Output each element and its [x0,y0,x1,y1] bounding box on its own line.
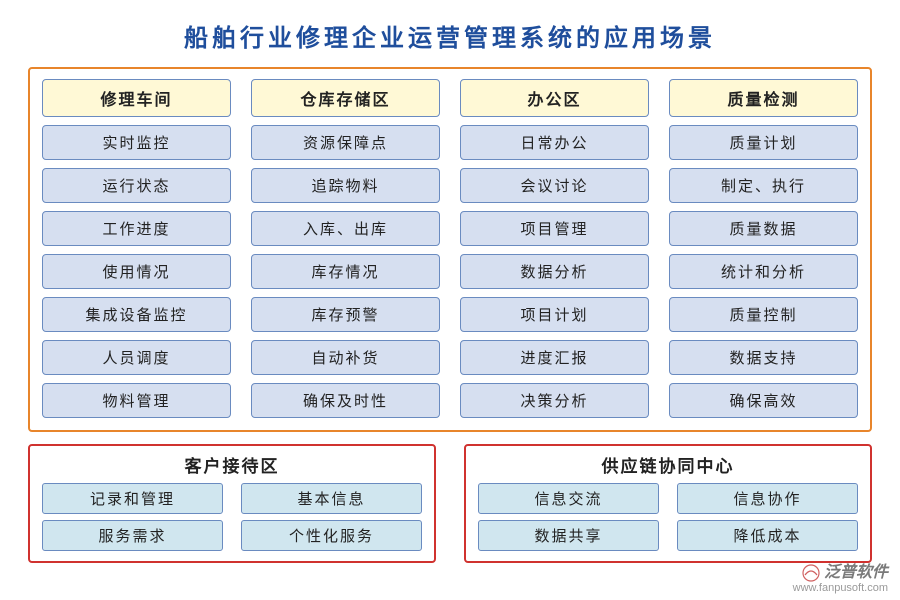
cell: 质量数据 [669,211,858,246]
cell: 项目管理 [460,211,649,246]
column-header: 仓库存储区 [251,79,440,117]
column-header: 质量检测 [669,79,858,117]
cell: 数据共享 [478,520,659,551]
cell: 进度汇报 [460,340,649,375]
column-0: 修理车间 实时监控 运行状态 工作进度 使用情况 集成设备监控 人员调度 物料管… [42,79,231,418]
cell: 记录和管理 [42,483,223,514]
cell: 决策分析 [460,383,649,418]
cell: 库存预警 [251,297,440,332]
cell: 信息协作 [677,483,858,514]
cell: 确保高效 [669,383,858,418]
logo-icon [802,564,820,582]
column-header: 办公区 [460,79,649,117]
cell: 资源保障点 [251,125,440,160]
cell: 物料管理 [42,383,231,418]
cell: 会议讨论 [460,168,649,203]
column-3: 质量检测 质量计划 制定、执行 质量数据 统计和分析 质量控制 数据支持 确保高… [669,79,858,418]
cell: 质量控制 [669,297,858,332]
watermark-brand: 泛普软件 [793,564,888,582]
cell: 项目计划 [460,297,649,332]
cell: 日常办公 [460,125,649,160]
cell: 制定、执行 [669,168,858,203]
page-title: 船舶行业修理企业运营管理系统的应用场景 [28,18,872,53]
cell: 降低成本 [677,520,858,551]
cell: 运行状态 [42,168,231,203]
bottom-grid: 记录和管理 基本信息 服务需求 个性化服务 [42,483,422,551]
cell: 入库、出库 [251,211,440,246]
bottom-box-1: 供应链协同中心 信息交流 信息协作 数据共享 降低成本 [464,444,872,563]
cell: 自动补货 [251,340,440,375]
cell: 人员调度 [42,340,231,375]
cell: 追踪物料 [251,168,440,203]
cell: 集成设备监控 [42,297,231,332]
column-header: 修理车间 [42,79,231,117]
cell: 服务需求 [42,520,223,551]
cell: 统计和分析 [669,254,858,289]
bottom-box-title: 供应链协同中心 [478,452,858,477]
top-section: 修理车间 实时监控 运行状态 工作进度 使用情况 集成设备监控 人员调度 物料管… [28,67,872,432]
cell: 使用情况 [42,254,231,289]
cell: 实时监控 [42,125,231,160]
cell: 信息交流 [478,483,659,514]
cell: 数据分析 [460,254,649,289]
column-2: 办公区 日常办公 会议讨论 项目管理 数据分析 项目计划 进度汇报 决策分析 [460,79,649,418]
cell: 个性化服务 [241,520,422,551]
column-1: 仓库存储区 资源保障点 追踪物料 入库、出库 库存情况 库存预警 自动补货 确保… [251,79,440,418]
bottom-section: 客户接待区 记录和管理 基本信息 服务需求 个性化服务 供应链协同中心 信息交流… [28,444,872,563]
watermark: 泛普软件 www.fanpusoft.com [793,564,888,594]
watermark-url: www.fanpusoft.com [793,582,888,594]
cell: 数据支持 [669,340,858,375]
cell: 基本信息 [241,483,422,514]
bottom-box-title: 客户接待区 [42,452,422,477]
cell: 库存情况 [251,254,440,289]
cell: 工作进度 [42,211,231,246]
cell: 确保及时性 [251,383,440,418]
bottom-box-0: 客户接待区 记录和管理 基本信息 服务需求 个性化服务 [28,444,436,563]
bottom-grid: 信息交流 信息协作 数据共享 降低成本 [478,483,858,551]
cell: 质量计划 [669,125,858,160]
